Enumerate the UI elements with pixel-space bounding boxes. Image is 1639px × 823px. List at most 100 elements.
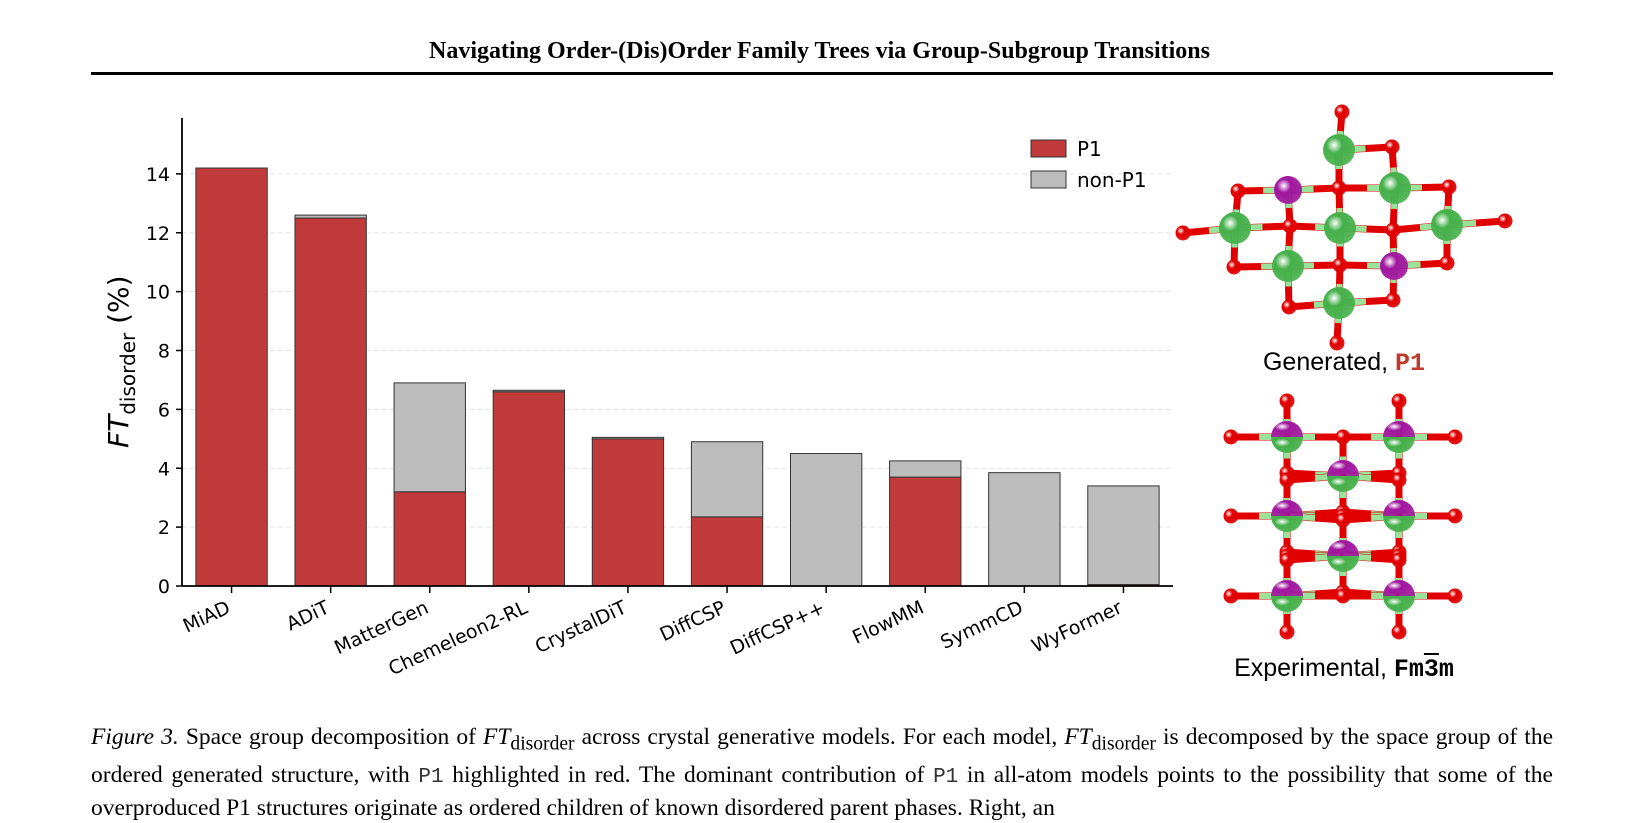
green-atom — [1324, 212, 1356, 244]
green-half-atom — [1271, 596, 1303, 612]
oxygen-atom — [1391, 472, 1407, 488]
x-tick-label: DiffCSP++ — [727, 597, 828, 660]
caption-text-2: across crystal generative models. For ea… — [574, 724, 1065, 750]
oxygen-atom — [1391, 624, 1407, 640]
legend-label-p1: P1 — [1077, 137, 1102, 161]
green-atom — [1272, 250, 1304, 282]
oxygen-atom — [1223, 588, 1239, 604]
green-half-atom — [1383, 596, 1415, 612]
y-tick-label: 12 — [146, 223, 170, 245]
oxygen-atom — [1230, 183, 1246, 199]
purple-atom — [1274, 176, 1302, 204]
bar-p1-diffcsp — [690, 516, 764, 587]
page-header-title: Navigating Order-(Dis)Order Family Trees… — [429, 38, 1210, 64]
green-half-atom — [1327, 476, 1359, 492]
purple-half-atom — [1383, 500, 1415, 516]
y-tick-label: 10 — [146, 282, 170, 304]
caption-sub-2: disorder — [1091, 733, 1156, 755]
caption-ft-1: FT — [482, 724, 511, 750]
oxygen-atom — [1391, 393, 1407, 409]
y-label-unit: (%) — [102, 275, 135, 332]
purple-half-atom — [1327, 460, 1359, 476]
oxygen-atom — [1279, 472, 1295, 488]
bar-non-p1-crystaldit — [591, 436, 665, 440]
legend-label-non-p1: non-P1 — [1077, 168, 1147, 192]
oxygen-atom — [1335, 588, 1351, 604]
oxygen-atom — [1439, 255, 1455, 271]
y-tick-label: 8 — [158, 341, 170, 363]
oxygen-atom — [1279, 393, 1295, 409]
oxygen-atom — [1279, 552, 1295, 568]
figure-caption: Figure 3. Space group decomposition of F… — [91, 722, 1553, 823]
experimental-space-group-bar: 3 — [1423, 655, 1439, 684]
generated-structure-label: Generated, P1 — [1174, 348, 1514, 378]
experimental-structure-label: Experimental, Fm3m — [1174, 654, 1514, 684]
oxygen-atom — [1329, 335, 1345, 351]
x-tick-label: FlowMM — [849, 597, 927, 649]
purple-half-atom — [1271, 580, 1303, 596]
purple-half-atom — [1271, 500, 1303, 516]
caption-text-3: is decomposed by the space group of the … — [91, 724, 1554, 788]
oxygen-atom — [1335, 512, 1351, 528]
bar-p1-crystaldit — [591, 438, 665, 587]
header-rule — [91, 72, 1553, 75]
oxygen-atom — [1385, 292, 1401, 308]
x-tick-label: MiAD — [180, 597, 234, 638]
bar-non-p1-diffcsp++ — [789, 453, 863, 587]
oxygen-atom — [1447, 429, 1463, 445]
y-tick-label: 4 — [158, 458, 170, 480]
green-atom — [1323, 287, 1355, 319]
bar-non-p1-mattergen — [393, 382, 466, 493]
x-tick-label: DiffCSP — [657, 597, 730, 646]
oxygen-atom — [1335, 429, 1351, 445]
bar-non-p1-adit — [294, 214, 367, 219]
caption-ft-2: FT — [1064, 724, 1092, 750]
oxygen-atom — [1279, 624, 1295, 640]
oxygen-atom — [1331, 180, 1347, 196]
oxygen-atom — [1282, 218, 1298, 234]
bar-non-p1-diffcsp — [690, 441, 764, 518]
oxygen-atom — [1447, 588, 1463, 604]
y-tick-label: 6 — [158, 399, 170, 421]
experimental-space-group-prefix: Fm — [1393, 655, 1424, 684]
y-tick-label: 0 — [158, 576, 170, 598]
y-axis-label-text: FTdisorder (%) — [102, 275, 140, 448]
x-tick-label: SymmCD — [937, 597, 1026, 654]
experimental-structure-image — [1223, 393, 1463, 640]
bar-p1-adit — [294, 217, 367, 587]
oxygen-atom — [1497, 213, 1513, 229]
legend-swatch-non-p1 — [1030, 170, 1067, 189]
legend-swatch-p1 — [1030, 139, 1067, 158]
generated-structure-image — [1175, 104, 1513, 351]
y-tick-label: 14 — [146, 164, 170, 186]
bar-non-p1-wyformer — [1087, 485, 1160, 586]
green-atom — [1431, 209, 1463, 241]
x-tick-label: CrystalDiT — [532, 596, 631, 658]
x-tick-label: ADiT — [283, 596, 333, 635]
purple-half-atom — [1327, 540, 1359, 556]
y-tick-label: 2 — [158, 517, 170, 539]
bar-p1-chemeleon2-rl — [492, 391, 566, 587]
purple-half-atom — [1271, 421, 1303, 437]
purple-half-atom — [1383, 580, 1415, 596]
y-axis-label: FTdisorder (%) — [102, 275, 140, 448]
caption-label: Figure 3. — [91, 724, 179, 750]
bar-series — [195, 167, 1160, 587]
oxygen-atom — [1281, 299, 1297, 315]
purple-half-atom — [1383, 421, 1415, 437]
x-tick-label: WyFormer — [1028, 597, 1125, 658]
oxygen-atom — [1447, 508, 1463, 524]
experimental-space-group-suffix: m — [1438, 655, 1454, 684]
green-half-atom — [1327, 556, 1359, 572]
generated-space-group: P1 — [1395, 349, 1426, 378]
oxygen-atom — [1385, 222, 1401, 238]
green-half-atom — [1383, 437, 1415, 453]
green-atom — [1219, 212, 1251, 244]
bar-p1-flowmm — [889, 476, 962, 587]
caption-text-1: Space group decomposition of — [178, 724, 483, 750]
bar-p1-miad — [195, 167, 268, 587]
oxygen-atom — [1391, 552, 1407, 568]
oxygen-atom — [1175, 225, 1191, 241]
bar-p1-mattergen — [393, 491, 466, 587]
